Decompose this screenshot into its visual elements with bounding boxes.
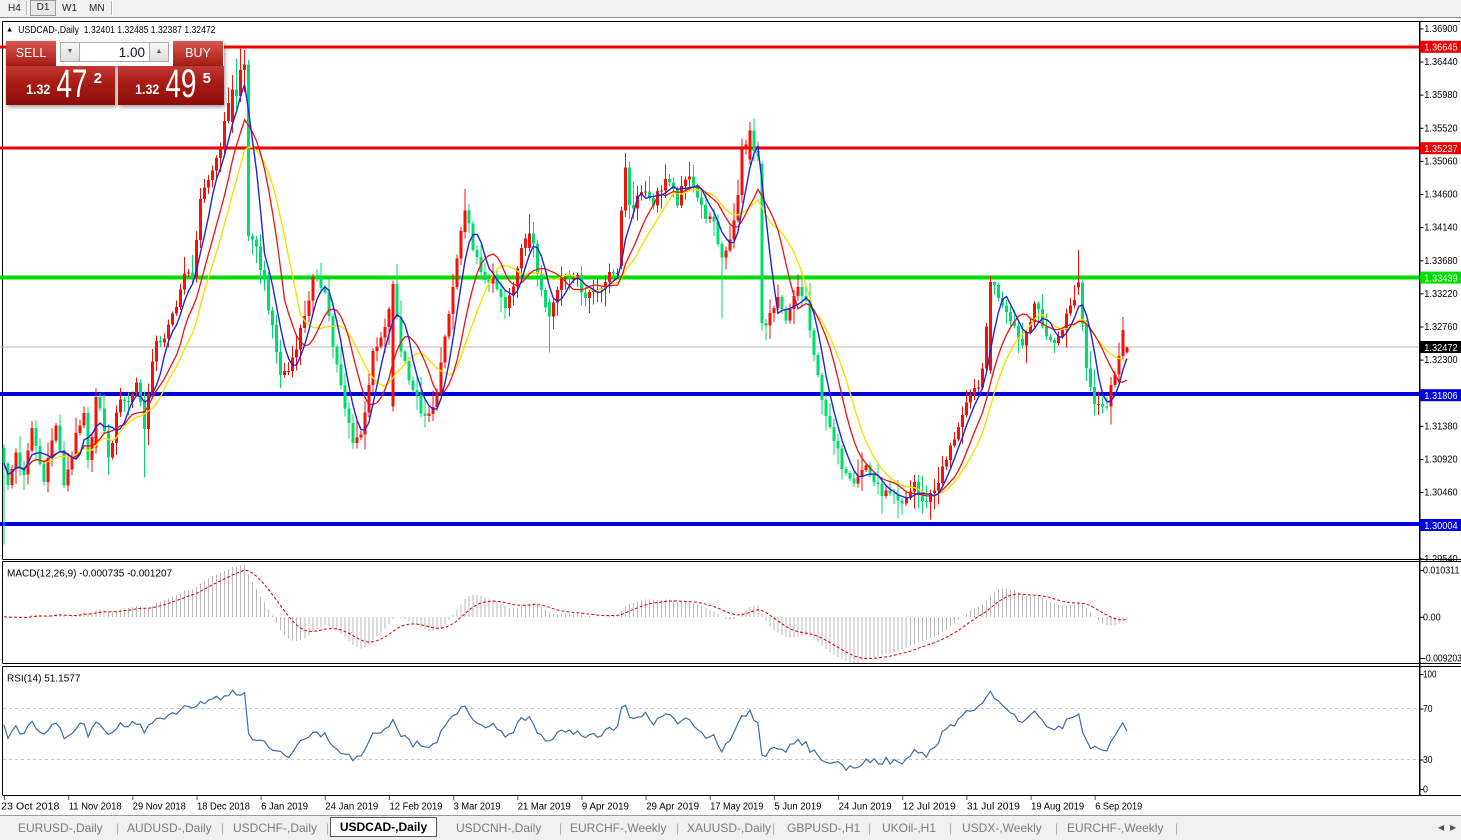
svg-text:31 Jul 2019: 31 Jul 2019 bbox=[967, 802, 1020, 813]
svg-text:-0.009203: -0.009203 bbox=[1423, 654, 1461, 665]
svg-text:0.010311: 0.010311 bbox=[1423, 566, 1460, 577]
svg-text:3 Mar 2019: 3 Mar 2019 bbox=[454, 802, 501, 813]
svg-text:1.33680: 1.33680 bbox=[1424, 256, 1458, 267]
svg-text:17 May 2019: 17 May 2019 bbox=[710, 802, 763, 813]
svg-text:1.35060: 1.35060 bbox=[1424, 157, 1458, 168]
svg-text:1.36440: 1.36440 bbox=[1424, 57, 1458, 68]
svg-text:12 Feb 2019: 12 Feb 2019 bbox=[390, 802, 443, 813]
svg-text:0: 0 bbox=[1423, 785, 1428, 796]
svg-text:19 Aug 2019: 19 Aug 2019 bbox=[1031, 802, 1084, 813]
svg-text:1.35237: 1.35237 bbox=[1424, 144, 1458, 155]
svg-text:100: 100 bbox=[1423, 670, 1437, 681]
svg-text:24 Jan 2019: 24 Jan 2019 bbox=[325, 802, 378, 813]
svg-text:MACD(12,26,9) -0.000735 -0.001: MACD(12,26,9) -0.000735 -0.001207 bbox=[7, 569, 173, 580]
svg-text:RSI(14) 51.1577: RSI(14) 51.1577 bbox=[7, 674, 81, 685]
svg-text:1.36900: 1.36900 bbox=[1424, 24, 1458, 35]
svg-text:1.34600: 1.34600 bbox=[1424, 190, 1458, 201]
svg-text:21 Mar 2019: 21 Mar 2019 bbox=[518, 802, 571, 813]
svg-text:1.30004: 1.30004 bbox=[1424, 521, 1458, 532]
svg-text:9 Apr 2019: 9 Apr 2019 bbox=[582, 802, 629, 813]
svg-text:12 Jul 2019: 12 Jul 2019 bbox=[903, 802, 956, 813]
svg-text:6 Jan 2019: 6 Jan 2019 bbox=[261, 802, 308, 813]
svg-text:70: 70 bbox=[1423, 704, 1433, 715]
svg-text:1.31806: 1.31806 bbox=[1424, 391, 1458, 402]
svg-text:1.32300: 1.32300 bbox=[1424, 355, 1458, 366]
svg-text:24 Jun 2019: 24 Jun 2019 bbox=[839, 802, 892, 813]
svg-text:23 Oct 2018: 23 Oct 2018 bbox=[1, 802, 60, 813]
svg-text:18 Dec 2018: 18 Dec 2018 bbox=[197, 802, 250, 813]
svg-text:5 Jun 2019: 5 Jun 2019 bbox=[774, 802, 821, 813]
svg-text:1.32472: 1.32472 bbox=[1424, 343, 1458, 354]
svg-text:1.33220: 1.33220 bbox=[1424, 289, 1458, 300]
svg-text:1.33439: 1.33439 bbox=[1424, 273, 1458, 284]
svg-text:1.35980: 1.35980 bbox=[1424, 90, 1458, 101]
svg-text:29 Apr 2019: 29 Apr 2019 bbox=[646, 802, 699, 813]
svg-text:1.35520: 1.35520 bbox=[1424, 123, 1458, 134]
svg-text:6 Sep 2019: 6 Sep 2019 bbox=[1095, 802, 1142, 813]
svg-text:1.30460: 1.30460 bbox=[1424, 488, 1458, 499]
svg-text:1.36645: 1.36645 bbox=[1424, 43, 1458, 54]
svg-text:1.32760: 1.32760 bbox=[1424, 322, 1458, 333]
svg-text:1.30920: 1.30920 bbox=[1424, 455, 1458, 466]
svg-text:29 Nov 2018: 29 Nov 2018 bbox=[133, 802, 186, 813]
svg-text:11 Nov 2018: 11 Nov 2018 bbox=[69, 802, 122, 813]
svg-text:1.34140: 1.34140 bbox=[1424, 223, 1458, 234]
svg-text:30: 30 bbox=[1423, 755, 1433, 766]
svg-text:1.29540: 1.29540 bbox=[1424, 554, 1458, 565]
svg-text:1.31380: 1.31380 bbox=[1424, 422, 1458, 433]
svg-text:0.00: 0.00 bbox=[1423, 612, 1441, 623]
